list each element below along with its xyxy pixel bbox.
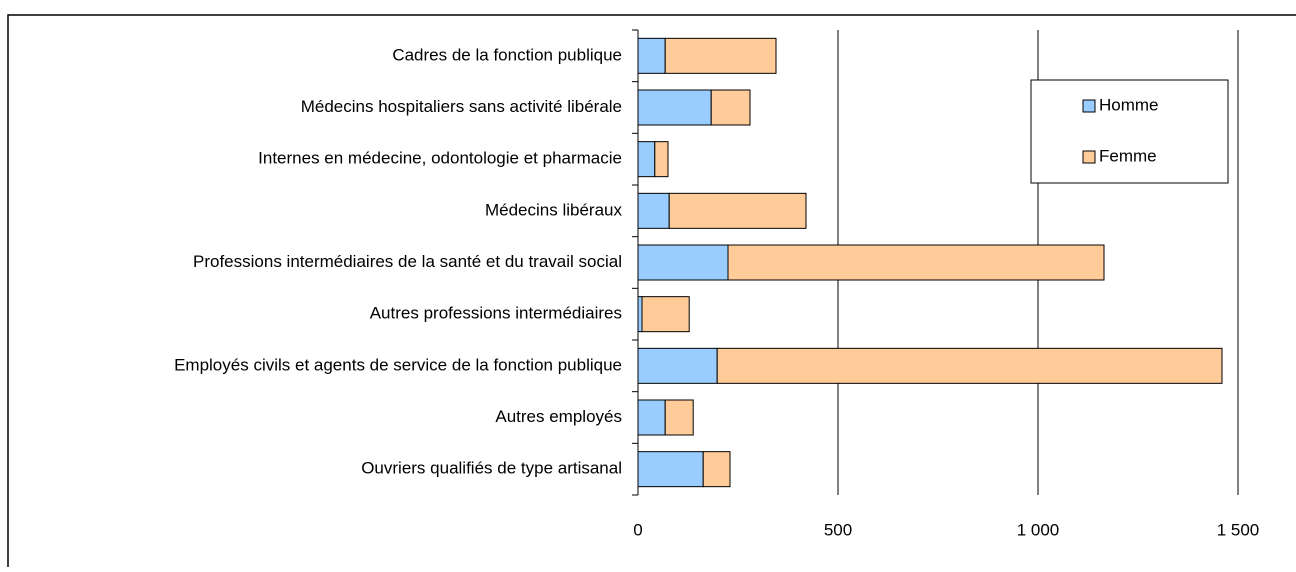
y-tick-label: Autres employés [495,407,622,426]
bar [664,37,777,74]
bar [637,296,643,333]
legend-swatch [1082,99,1096,113]
bar [637,192,670,229]
y-tick-label: Médecins hospitaliers sans activité libé… [301,97,622,116]
bar [641,296,690,333]
y-tick-label: Cadres de la fonction publique [392,45,622,64]
x-tick-label: 500 [824,520,852,539]
bar [637,451,704,488]
legend-label: Homme [1099,95,1159,114]
x-tick-label: 1 500 [1217,520,1260,539]
legend-swatch [1082,150,1096,164]
y-tick-label: Médecins libéraux [485,200,623,219]
bar [637,37,666,74]
bar [716,347,1223,384]
bar [668,192,807,229]
bar [637,244,729,281]
bar [637,141,656,178]
x-tick-label: 1 000 [1017,520,1060,539]
bar [710,89,751,126]
bar [702,451,731,488]
x-tick-label: 0 [633,520,642,539]
bar [637,347,718,384]
y-tick-label: Employés civils et agents de service de … [174,355,622,374]
bar [727,244,1105,281]
y-tick-label: Autres professions intermédiaires [370,304,622,323]
bar [637,89,712,126]
legend-box [1030,79,1229,184]
bar [637,399,666,436]
bar [654,141,669,178]
legend-label: Femme [1099,146,1157,165]
y-tick-label: Professions intermédiaires de la santé e… [193,252,622,271]
y-tick-label: Ouvriers qualifiés de type artisanal [361,459,622,478]
y-tick-label: Internes en médecine, odontologie et pha… [258,149,622,168]
bar [664,399,694,436]
